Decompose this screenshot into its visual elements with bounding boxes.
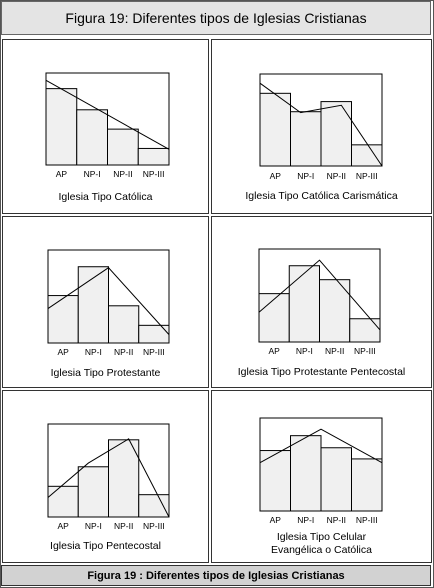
x-tick-labels: AP NP-I NP-II NP-III xyxy=(57,521,164,531)
bar-np-i xyxy=(76,109,108,166)
trend-line xyxy=(258,259,381,331)
chart-protestante: AP NP-I NP-II NP-III xyxy=(47,249,170,357)
bar-ap xyxy=(45,88,78,166)
figure-title: Figura 19: Diferentes tipos de Iglesias … xyxy=(1,1,431,35)
bar-ap xyxy=(47,485,79,518)
x-tick-label: NP-III xyxy=(354,346,376,356)
x-tick-label: NP-II xyxy=(325,346,344,356)
trend-line xyxy=(47,438,170,518)
chart-caption: Iglesia Tipo Pentecostal xyxy=(3,540,208,553)
x-tick-label: AP xyxy=(268,346,280,356)
chart-catolica-carismatica: AP NP-I NP-II NP-III xyxy=(259,73,383,181)
chart-caption-line: Iglesia Tipo Católica Carismática xyxy=(245,190,398,202)
trend-line xyxy=(259,428,383,464)
trend-line xyxy=(259,82,383,167)
x-tick-label: NP-III xyxy=(356,515,378,525)
bar-np-ii xyxy=(108,439,140,518)
x-tick-label: AP xyxy=(56,169,68,179)
chart-caption: Iglesia Tipo Católica Carismática xyxy=(212,190,431,203)
x-tick-label: NP-III xyxy=(143,347,165,357)
chart-caption: Iglesia Tipo Celular Evangélica o Católi… xyxy=(212,531,431,557)
chart-panel-protestante: AP NP-I NP-II NP-III Iglesia Tipo Protestan… xyxy=(2,216,209,388)
chart-caption-line: Evangélica o Católica xyxy=(271,544,372,556)
chart-panel-pentecostal: AP NP-I NP-II NP-III Iglesia Tipo Pentecost… xyxy=(2,390,209,563)
figure-title-text: Figura 19: Diferentes tipos de Iglesias … xyxy=(65,10,367,26)
bar-np-i xyxy=(290,111,322,167)
bar-np-ii xyxy=(108,305,140,344)
bar-np-iii xyxy=(351,144,383,167)
bar-np-i xyxy=(77,266,109,344)
trend-line xyxy=(45,79,170,150)
x-tick-label: NP-I xyxy=(297,515,314,525)
bar-np-i xyxy=(77,466,109,518)
x-tick-labels: AP NP-I NP-II NP-III xyxy=(270,171,378,181)
chart-caption-line: Iglesia Tipo Celular xyxy=(276,531,367,543)
x-tick-label: AP xyxy=(57,521,69,531)
bar-np-iii xyxy=(138,324,170,344)
x-tick-label: NP-III xyxy=(356,171,378,181)
chart-caption-line: Iglesia Tipo Pentecostal xyxy=(50,540,161,552)
x-tick-label: NP-I xyxy=(85,347,102,357)
bar-ap xyxy=(47,295,79,344)
chart-caption: Iglesia Tipo Protestante Pentecostal xyxy=(212,366,431,379)
x-tick-label: NP-I xyxy=(84,169,101,179)
bar-ap xyxy=(259,450,291,512)
chart-caption: Iglesia Tipo Protestante xyxy=(3,367,208,380)
bar-np-ii xyxy=(107,128,139,166)
x-tick-label: NP-III xyxy=(143,521,165,531)
chart-panel-protestante-pentecostal: AP NP-I NP-II NP-III Iglesia Tipo Protestan… xyxy=(211,216,432,388)
figure-footer-text: Figura 19 : Diferentes tipos de Iglesias… xyxy=(87,569,345,582)
x-tick-label: NP-II xyxy=(114,347,133,357)
bar-np-iii xyxy=(138,494,170,518)
bar-np-i xyxy=(288,265,320,343)
x-tick-labels: AP NP-I NP-II NP-III xyxy=(270,515,378,525)
chart-caption-line: Iglesia Tipo Católica xyxy=(58,191,153,203)
bar-np-iii xyxy=(351,458,383,512)
bar-np-ii xyxy=(320,447,352,512)
chart-celular: AP NP-I NP-II NP-III xyxy=(259,417,383,525)
bar-np-i xyxy=(290,435,322,512)
bar-np-iii xyxy=(137,147,170,166)
chart-caption: Iglesia Tipo Católica xyxy=(3,191,208,204)
x-tick-label: AP xyxy=(270,171,282,181)
x-tick-label: NP-II xyxy=(114,521,133,531)
chart-catolica: AP NP-I NP-II NP-III xyxy=(45,72,170,179)
trend-line xyxy=(47,267,170,335)
x-tick-label: NP-II xyxy=(327,515,346,525)
bar-ap xyxy=(258,293,290,343)
chart-caption-line: Iglesia Tipo Protestante Pentecostal xyxy=(237,366,406,378)
x-tick-label: NP-III xyxy=(143,169,165,179)
x-tick-label: NP-I xyxy=(296,346,313,356)
chart-panel-catolica: AP NP-I NP-II NP-III Iglesia Tipo Católica xyxy=(2,39,209,214)
bar-np-ii xyxy=(320,101,352,167)
x-tick-label: AP xyxy=(57,347,69,357)
chart-pentecostal: AP NP-I NP-II NP-III xyxy=(47,423,170,531)
x-tick-labels: AP NP-I NP-II NP-III xyxy=(56,169,165,179)
x-tick-labels: AP NP-I NP-II NP-III xyxy=(268,346,375,356)
x-tick-label: NP-II xyxy=(113,169,132,179)
x-tick-label: AP xyxy=(270,515,282,525)
bar-ap xyxy=(259,92,291,167)
x-tick-label: NP-II xyxy=(327,171,346,181)
x-tick-label: NP-I xyxy=(85,521,102,531)
chart-panel-catolica-carismatica: AP NP-I NP-II NP-III Iglesia Tipo Católica … xyxy=(211,39,432,214)
figure-footer: Figura 19 : Diferentes tipos de Iglesias… xyxy=(1,565,431,586)
x-tick-label: NP-I xyxy=(297,171,314,181)
bar-np-iii xyxy=(349,318,381,343)
bar-np-ii xyxy=(319,279,351,343)
chart-caption-line: Iglesia Tipo Protestante xyxy=(50,367,161,379)
chart-protestante-pentecostal: AP NP-I NP-II NP-III xyxy=(258,248,381,356)
chart-panel-celular: AP NP-I NP-II NP-III Iglesia Tipo Celular E… xyxy=(211,390,432,563)
x-tick-labels: AP NP-I NP-II NP-III xyxy=(57,347,164,357)
